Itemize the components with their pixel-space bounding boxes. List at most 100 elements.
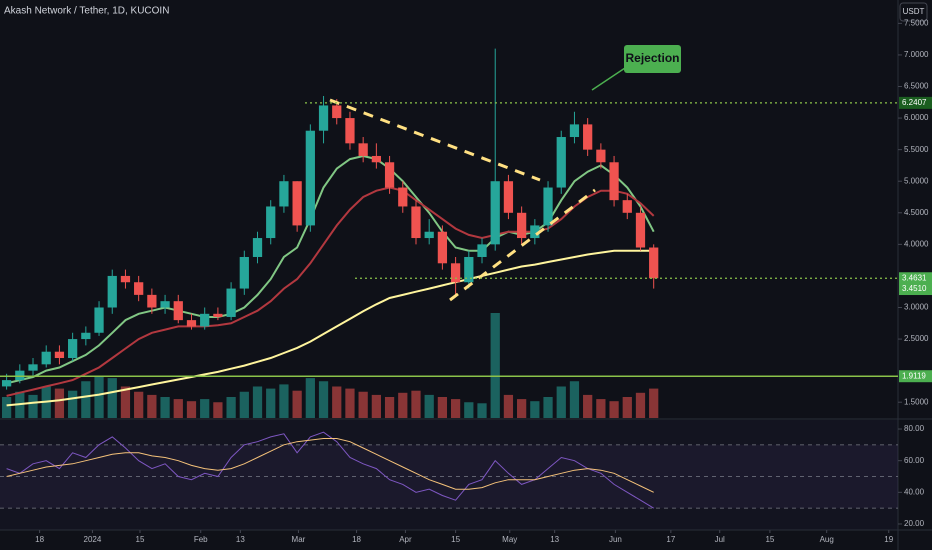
volume-bar <box>94 376 104 418</box>
candle-body <box>1 380 12 387</box>
x-tick-label: May <box>502 535 517 544</box>
volume-bar <box>120 386 131 418</box>
x-tick-label: Mar <box>292 535 306 544</box>
candle-body <box>398 187 408 207</box>
currency-button[interactable] <box>899 2 928 22</box>
y-tick-label: 5.5000 <box>904 145 929 154</box>
price-tag-label: 1.9119 <box>902 371 926 380</box>
y-tick-label: 1.5000 <box>904 397 929 406</box>
volume-bar <box>649 388 659 418</box>
volume-bar <box>200 399 210 418</box>
candle-body <box>371 155 381 163</box>
volume-bar <box>450 399 461 418</box>
candle-body <box>543 187 553 226</box>
rsi-tick-label: 80.00 <box>904 424 925 433</box>
y-tick-label: 7.5000 <box>904 18 929 27</box>
rsi-line <box>6 431 654 509</box>
volume-bar <box>305 378 315 418</box>
candle-body <box>252 238 263 257</box>
y-tick-label: 2.5000 <box>904 334 929 343</box>
candle-body <box>160 301 170 308</box>
x-tick-label: Feb <box>194 535 208 544</box>
volume-bar <box>596 399 606 418</box>
volume-bar <box>424 394 434 418</box>
candle-body <box>464 256 474 283</box>
volume-bar <box>54 388 65 418</box>
x-tick-label: 13 <box>236 535 245 544</box>
volume-bar <box>569 381 580 418</box>
x-tick-label: Apr <box>399 535 412 544</box>
x-tick-label: 17 <box>666 535 675 544</box>
candle-body <box>649 247 659 279</box>
candle-body <box>411 206 421 239</box>
volume-bar <box>252 386 263 418</box>
moving-average <box>6 249 654 407</box>
candle-body <box>213 313 223 317</box>
volume-bar <box>543 397 553 418</box>
y-tick-label: 4.0000 <box>904 239 929 248</box>
rsi-pane <box>0 420 898 530</box>
candle-body <box>41 351 51 365</box>
y-tick-label: 5.0000 <box>904 176 929 185</box>
candle-body <box>186 320 197 327</box>
candle-body <box>81 332 91 340</box>
candle-body <box>503 181 514 213</box>
volume-bar <box>68 390 78 418</box>
candle-body <box>384 162 395 188</box>
candle-body <box>318 105 329 131</box>
candle-body <box>28 364 38 371</box>
price-tag-label: 3.4631 <box>902 273 927 282</box>
candle-body <box>530 225 540 239</box>
rsi-layer <box>0 431 898 509</box>
x-tick-label: Jul <box>715 535 725 544</box>
volume-bar <box>160 397 170 418</box>
volume-bar <box>384 397 395 418</box>
candle-body <box>345 118 355 144</box>
candle-body <box>107 275 117 308</box>
candle-body <box>200 313 210 327</box>
volume-bar <box>279 384 289 418</box>
volume-bar <box>530 401 540 418</box>
x-tick-label: 15 <box>451 535 460 544</box>
candle-body <box>450 263 461 283</box>
price-tag <box>899 272 932 285</box>
volume-bar <box>292 390 302 418</box>
price-tag-label: 6.2407 <box>902 98 927 107</box>
volume-bar <box>28 394 38 418</box>
y-tick-label: 3.0000 <box>904 303 929 312</box>
x-tick-label: 18 <box>352 535 361 544</box>
volume-bar <box>635 392 646 418</box>
volume-bar <box>239 391 249 418</box>
candle-body <box>596 149 606 163</box>
candle-body <box>68 339 78 359</box>
x-tick-label: 13 <box>550 535 559 544</box>
annotation-text: Rejection <box>625 51 679 65</box>
candle-body <box>517 212 527 239</box>
rsi-ma-line <box>6 438 654 493</box>
volume-bar <box>464 402 474 418</box>
candle-body <box>266 206 276 239</box>
x-tick-label: 18 <box>35 535 44 544</box>
candle-body <box>279 181 289 207</box>
volume-bar <box>583 394 593 418</box>
candle-body <box>609 162 619 201</box>
candle-body <box>556 137 566 188</box>
volume-bar <box>556 386 566 418</box>
y-tick-label: 6.5000 <box>904 82 929 91</box>
volume-bar <box>622 397 632 418</box>
candle-body <box>15 370 25 381</box>
candle-body <box>239 256 249 289</box>
trend-line <box>449 188 596 302</box>
candle-body <box>226 288 236 317</box>
volume-bar <box>609 401 619 418</box>
candle-body <box>292 181 302 226</box>
price-tag <box>899 370 932 383</box>
candle-body <box>332 105 342 119</box>
rsi-tick-label: 40.00 <box>904 487 925 496</box>
volume-bar <box>437 397 448 418</box>
trend-line <box>329 98 541 182</box>
volume-bar <box>213 402 223 418</box>
annotation-box <box>624 45 681 73</box>
